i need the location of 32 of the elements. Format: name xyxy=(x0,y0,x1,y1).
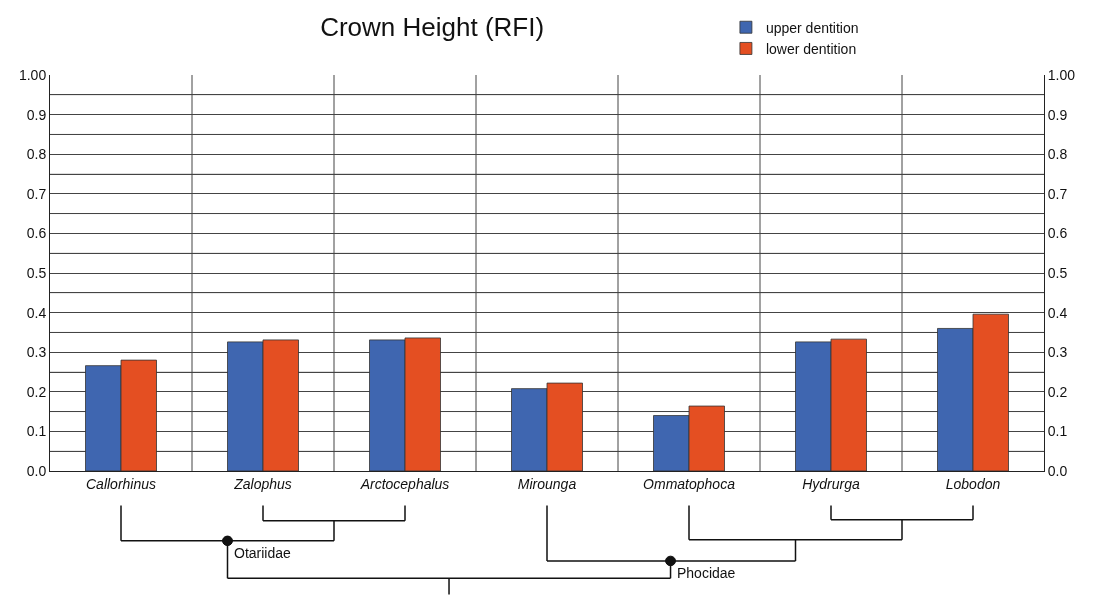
y-tick-label: 0.5 xyxy=(26,264,47,281)
y2-tick-label: 0.7 xyxy=(1047,185,1068,202)
x-tick-label: Mirounga xyxy=(517,475,577,492)
y-tick-label: 0.6 xyxy=(26,225,47,242)
x-tick-label: Callorhinus xyxy=(85,475,157,492)
y2-tick-label: 0.6 xyxy=(1047,225,1068,242)
y-tick-label: 0.2 xyxy=(26,383,47,400)
x-tick-label: Ommatophoca xyxy=(643,475,736,492)
y-tick-label: 0.1 xyxy=(26,423,47,440)
y2-tick-label: 0.0 xyxy=(1047,462,1068,479)
y2-tick-label: 0.9 xyxy=(1047,106,1068,123)
y2-tick-label: 0.2 xyxy=(1047,383,1068,400)
y2-tick-label: 0.5 xyxy=(1047,264,1068,281)
y2-tick-label: 0.8 xyxy=(1047,146,1068,163)
x-tick-label: Lobodon xyxy=(945,475,1001,492)
y2-tick-label: 0.4 xyxy=(1047,304,1068,321)
y-tick-label: 0.9 xyxy=(26,106,47,123)
x-tick-label: Arctocephalus xyxy=(359,475,450,492)
y-tick-label: 0.8 xyxy=(26,146,47,163)
y-tick-label: 0.4 xyxy=(26,304,47,321)
x-tick-label: Hydrurga xyxy=(802,475,860,492)
y-tick-label: 0.7 xyxy=(26,185,47,202)
y2-tick-label: 0.3 xyxy=(1047,344,1068,361)
y2-tick-label: 0.1 xyxy=(1047,423,1068,440)
legend-label: upper dentition xyxy=(765,19,859,36)
chart-title: Crown Height (RFI) xyxy=(320,12,545,43)
y-tick-label: 1.00 xyxy=(18,66,47,83)
y-tick-label: 0.3 xyxy=(26,344,47,361)
y-tick-label: 0.0 xyxy=(26,462,47,479)
x-tick-label: Zalophus xyxy=(233,475,292,492)
legend-label: lower dentition xyxy=(765,40,857,57)
y2-tick-label: 1.00 xyxy=(1047,66,1076,83)
